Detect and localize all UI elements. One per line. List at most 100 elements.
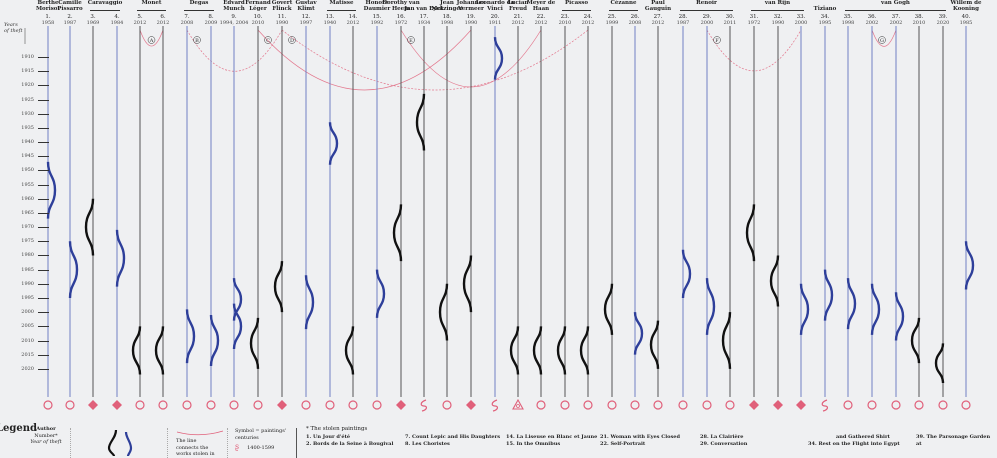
century-circle-icon <box>253 400 263 410</box>
century-circle-icon <box>325 400 335 410</box>
column-header: Berthe Morisot 1. 1958 <box>28 0 68 26</box>
arc-label: F <box>715 38 719 44</box>
artist-group-label: Picasso <box>565 0 588 6</box>
y-tick-mark <box>38 326 49 328</box>
theft-year: 1990 <box>275 20 289 26</box>
artist-group-bracket <box>562 10 591 11</box>
column-header: 25. 1999 <box>592 0 632 26</box>
theft-year: 1911 <box>488 20 502 26</box>
painting-list-item: 14. La Liseuse en Blanc et Jaune <box>506 434 598 440</box>
painting-list-item: 8. Les Choristes <box>405 441 450 447</box>
y-tick-label: 1935 <box>21 124 34 131</box>
painting-number: 18. <box>442 14 452 20</box>
column-header: 30. 2011 <box>710 0 750 26</box>
theft-year: 1934 <box>417 20 431 26</box>
theft-year: 2002 <box>889 20 903 26</box>
creation-wave <box>84 198 95 256</box>
legend-symbol-text: Symbol = paintings' centuries ʂ 1400-1599 <box>235 428 286 452</box>
theft-year: 1995 <box>818 20 832 26</box>
painting-number: 20. <box>490 14 500 20</box>
century-circle-icon <box>65 400 75 410</box>
artist-group-label: Degas <box>189 0 209 6</box>
legend-number-label: Number* <box>34 432 58 439</box>
century-circle-icon <box>135 400 145 410</box>
column-header: Meyer de Haan 22. 2012 <box>521 0 561 26</box>
legend: Legend Author Number* Year of theft The … <box>0 414 997 458</box>
creation-wave <box>438 283 449 341</box>
theft-year: 1990 <box>771 20 785 26</box>
y-tick-label: 2020 <box>21 365 34 372</box>
legend-divider <box>296 428 297 458</box>
century-circle-icon <box>560 400 570 410</box>
theft-year: 1998 <box>440 20 454 26</box>
artist-group-bracket <box>184 10 214 11</box>
arc-label: C <box>266 38 270 44</box>
century-eye-icon <box>516 404 520 408</box>
creation-wave <box>579 326 590 375</box>
artist-group-label: Monet <box>141 0 162 6</box>
century-circle-icon <box>158 400 168 410</box>
creation-wave <box>603 283 614 335</box>
painting-number: 39. <box>938 14 948 20</box>
y-tick-label: 2015 <box>21 351 34 358</box>
painting-list-item: 7. Count Lepic and His Daughters <box>405 434 501 440</box>
creation-wave <box>131 326 142 375</box>
column-header: 39. 2020 <box>923 0 963 26</box>
artist-group-bracket <box>137 10 166 11</box>
legend-arc-icon <box>176 430 224 436</box>
theft-year: 1992 <box>370 20 384 26</box>
y-tick-label: 2010 <box>21 337 34 344</box>
column-header: 14. 2012 <box>333 0 373 26</box>
theft-year: 1958 <box>41 20 55 26</box>
connection-arc <box>871 29 897 47</box>
creation-wave <box>249 317 260 369</box>
century-circle-icon <box>961 400 971 410</box>
y-tick-mark <box>38 354 49 356</box>
painting-number: 31. <box>749 14 759 20</box>
y-tick-label: 1925 <box>21 96 34 103</box>
y-tick-label: 1955 <box>21 181 34 188</box>
paintings-list-title: * The stolen paintings <box>306 426 368 432</box>
century-diamond-icon <box>112 400 122 410</box>
painting-number: 33. <box>796 14 806 20</box>
theft-year: 2012 <box>133 20 147 26</box>
creation-wave <box>846 278 857 330</box>
painting-list-item: 21. Woman with Eyes Closed <box>600 434 680 440</box>
column-header: Leonardo da Vinci 20. 1911 <box>475 0 515 26</box>
creation-wave <box>934 343 945 384</box>
arc-label-circle <box>288 36 296 44</box>
column-header: Lucian Freud 21. 2012 <box>498 0 538 26</box>
theft-year: 1987 <box>676 20 690 26</box>
century-circle-icon <box>583 400 593 410</box>
theft-year: 1998 <box>841 20 855 26</box>
y-tick-label: 1965 <box>21 209 34 216</box>
column-header: 28. 1987 <box>663 0 703 26</box>
century-circle-icon <box>653 400 663 410</box>
y-tick-mark <box>38 283 49 285</box>
column-header: 5. 2012 <box>120 0 160 26</box>
creation-wave <box>823 269 834 321</box>
painting-number: 6. <box>160 14 166 20</box>
y-tick-mark <box>38 212 49 214</box>
creation-wave <box>304 275 315 330</box>
painting-list-item: 1. Un Jour d'été <box>306 434 351 440</box>
theft-year: 2012 <box>534 20 548 26</box>
y-tick-mark <box>38 156 49 158</box>
creation-wave <box>392 204 403 262</box>
y-tick-mark <box>38 297 49 299</box>
creation-wave <box>375 269 386 318</box>
y-tick-mark <box>38 340 49 342</box>
painting-number: 17. <box>419 14 429 20</box>
creation-wave <box>273 261 284 313</box>
creation-wave <box>769 255 780 307</box>
y-tick-mark <box>38 312 49 314</box>
creation-wave <box>532 326 543 375</box>
arc-label-circle <box>878 36 886 44</box>
creation-wave <box>68 241 79 299</box>
century-circle-icon <box>914 400 924 410</box>
creation-wave <box>721 312 732 369</box>
y-axis-title-line2: of theft <box>4 28 23 34</box>
century-diamond-icon <box>277 400 287 410</box>
artist-group-bracket <box>680 10 733 11</box>
